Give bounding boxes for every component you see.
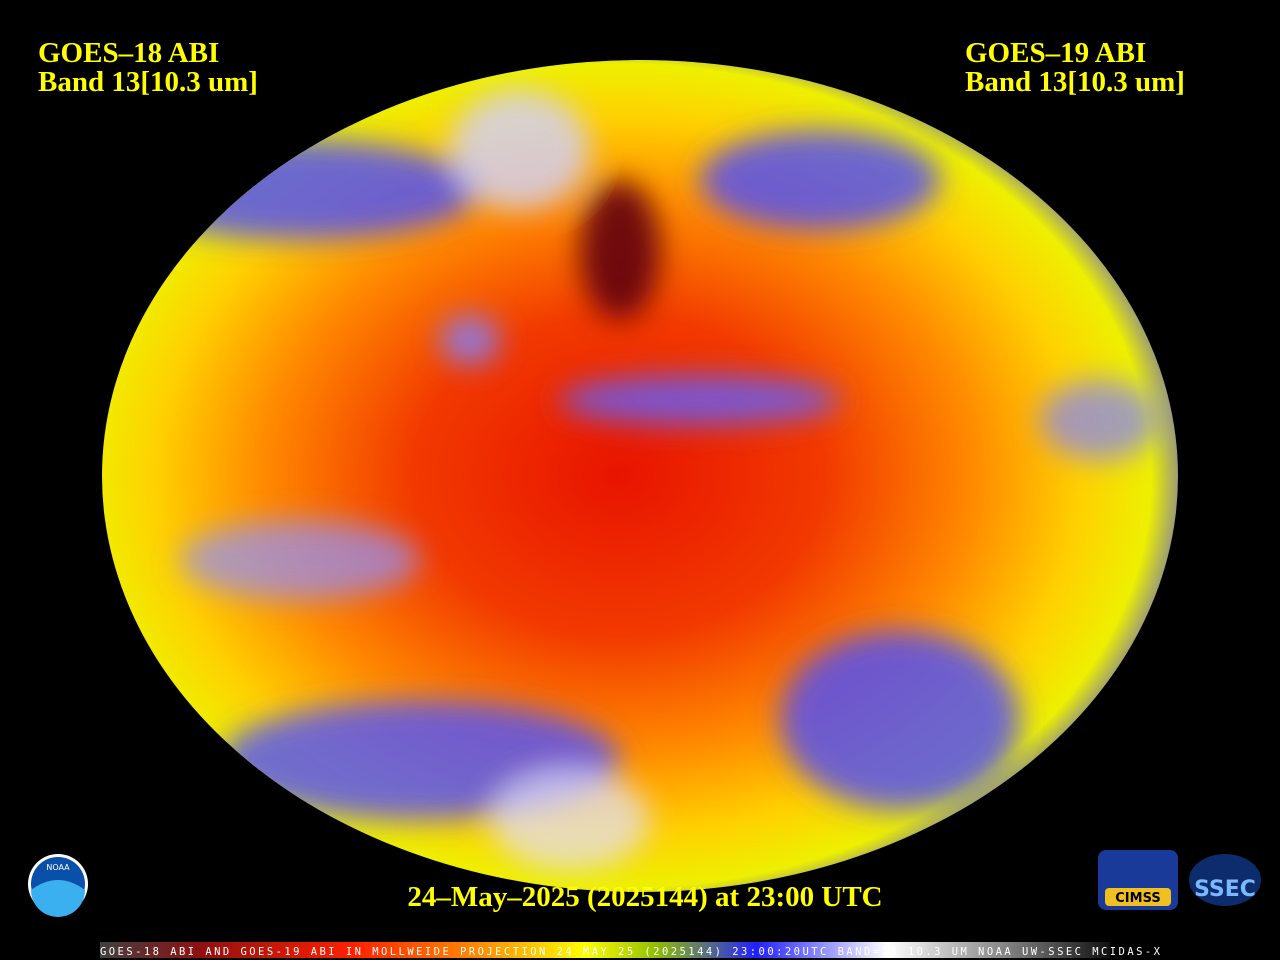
ssec-text: SSEC [1194, 877, 1256, 902]
footer-caption: GOES-18 ABI AND GOES-19 ABI IN MOLLWEIDE… [100, 946, 1161, 958]
right-band: Band 13[10.3 um] [965, 66, 1185, 98]
color-bar [100, 942, 1110, 958]
noaa-logo: NOAA [28, 854, 88, 917]
ssec-logo: SSEC [1189, 854, 1261, 906]
left-band: Band 13[10.3 um] [38, 66, 258, 98]
timestamp: 24–May–2025 (2025144) at 23:00 UTC [407, 881, 882, 913]
right-satellite: GOES–19 ABI [965, 37, 1146, 69]
cimss-text: CIMSS [1115, 891, 1160, 906]
left-satellite: GOES–18 ABI [38, 37, 219, 69]
cloud-field [120, 90, 1160, 870]
cimss-logo: CIMSS [1098, 850, 1178, 910]
noaa-text: NOAA [46, 863, 70, 872]
